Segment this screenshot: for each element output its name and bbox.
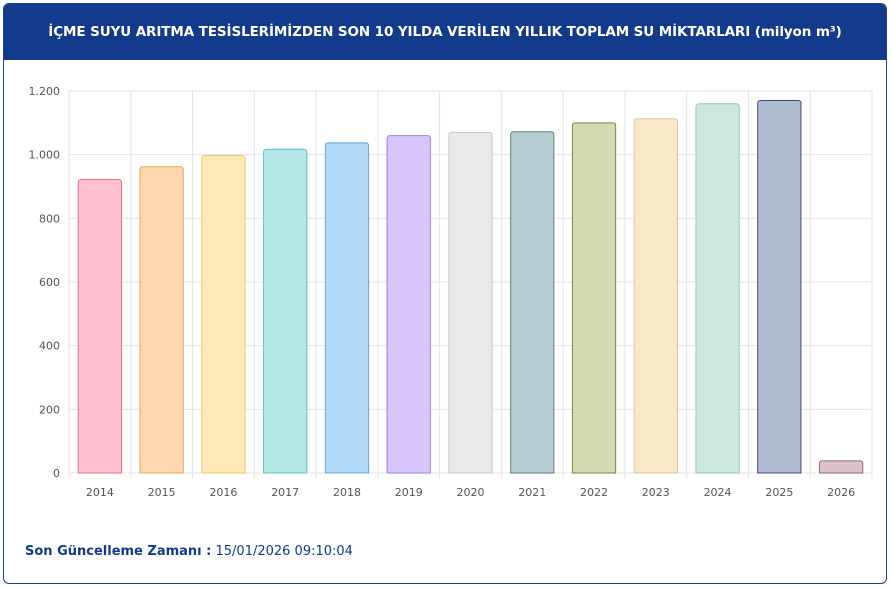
- x-tick-label: 2021: [518, 486, 546, 499]
- y-tick-label: 800: [39, 212, 60, 225]
- y-tick-label: 600: [39, 276, 60, 289]
- chart-card: İÇME SUYU ARITMA TESİSLERİMİZDEN SON 10 …: [3, 3, 887, 584]
- bar-2017: [263, 148, 308, 474]
- y-tick-label: 0: [53, 467, 60, 480]
- y-tick-label: 400: [39, 340, 60, 353]
- chart-title: İÇME SUYU ARITMA TESİSLERİMİZDEN SON 10 …: [48, 24, 842, 40]
- x-tick-label: 2025: [765, 486, 793, 499]
- y-tick-label: 1.000: [29, 149, 61, 162]
- bar-2019: [386, 135, 431, 474]
- last-update-value: 15/01/2026 09:10:04: [215, 544, 353, 559]
- last-update: Son Güncelleme Zamanı : 15/01/2026 09:10…: [25, 544, 353, 559]
- y-tick-label: 1.200: [29, 85, 61, 98]
- bar-2023: [633, 118, 678, 474]
- bar-2025: [757, 100, 802, 474]
- bar-chart: 0 200 400 600 800 1.000 1.200 2014 2015 2016 2017 2…: [29, 85, 873, 499]
- bar-2015: [139, 166, 184, 474]
- bar-2024: [695, 103, 740, 474]
- bar-2014: [77, 178, 123, 474]
- x-tick-label: 2014: [86, 486, 114, 499]
- last-update-label: Son Güncelleme Zamanı :: [25, 544, 212, 559]
- bar-2026: [818, 460, 864, 474]
- chart-header: İÇME SUYU ARITMA TESİSLERİMİZDEN SON 10 …: [4, 4, 886, 60]
- bar-2020: [448, 131, 493, 474]
- x-tick-label: 2020: [457, 486, 485, 499]
- x-tick-label: 2018: [333, 486, 361, 499]
- bar-2018: [324, 142, 370, 474]
- x-tick-label: 2023: [642, 486, 670, 499]
- bar-2016: [201, 155, 246, 474]
- x-tick-label: 2026: [827, 486, 855, 499]
- x-tick-label: 2017: [271, 486, 299, 499]
- bar-2022: [571, 122, 617, 474]
- x-tick-label: 2016: [209, 486, 237, 499]
- y-tick-label: 200: [39, 403, 60, 416]
- x-tick-label: 2022: [580, 486, 608, 499]
- bar-2021: [510, 131, 555, 474]
- x-tick-label: 2024: [704, 486, 732, 499]
- x-tick-label: 2019: [395, 486, 423, 499]
- x-tick-label: 2015: [148, 486, 176, 499]
